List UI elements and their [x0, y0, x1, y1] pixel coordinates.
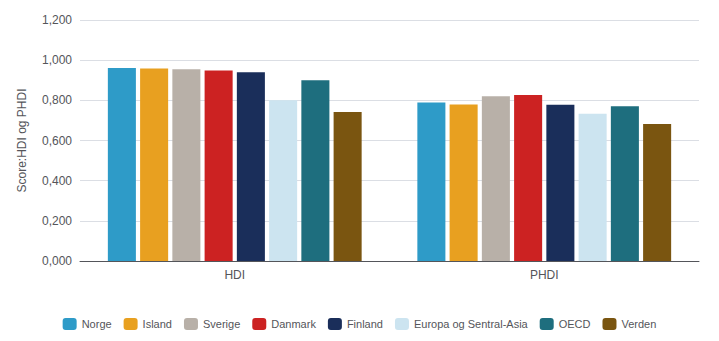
svg-text:0,200: 0,200 [42, 214, 72, 228]
svg-text:OECD: OECD [559, 318, 591, 330]
svg-text:0,000: 0,000 [42, 254, 72, 268]
svg-text:Europa og Sentral-Asia: Europa og Sentral-Asia [414, 318, 529, 330]
svg-text:1,000: 1,000 [42, 53, 72, 67]
svg-text:Score:HDI og PHDI: Score:HDI og PHDI [15, 88, 29, 192]
svg-text:Danmark: Danmark [271, 318, 316, 330]
svg-text:Island: Island [143, 318, 172, 330]
svg-text:0,400: 0,400 [42, 174, 72, 188]
svg-text:Norge: Norge [82, 318, 112, 330]
svg-text:1,200: 1,200 [42, 13, 72, 27]
svg-text:PHDI: PHDI [530, 268, 559, 282]
svg-text:0,800: 0,800 [42, 93, 72, 107]
svg-text:Verden: Verden [621, 318, 656, 330]
svg-text:Finland: Finland [347, 318, 383, 330]
svg-text:Sverige: Sverige [203, 318, 240, 330]
svg-text:0,600: 0,600 [42, 134, 72, 148]
svg-text:HDI: HDI [224, 268, 245, 282]
